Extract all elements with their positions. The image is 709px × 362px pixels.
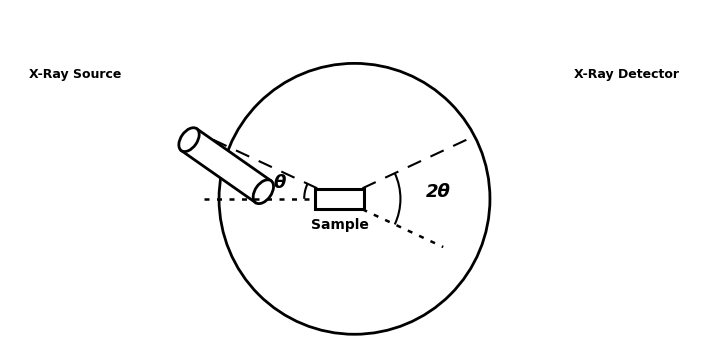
Bar [316, 189, 364, 209]
Text: X-Ray Source: X-Ray Source [29, 68, 121, 81]
Ellipse shape [253, 180, 274, 203]
Ellipse shape [179, 128, 199, 152]
Text: Sample: Sample [311, 218, 369, 232]
Text: 2θ: 2θ [425, 183, 450, 201]
Text: X-Ray Detector: X-Ray Detector [574, 68, 679, 81]
Text: θ: θ [273, 174, 286, 192]
Bar [182, 129, 271, 203]
